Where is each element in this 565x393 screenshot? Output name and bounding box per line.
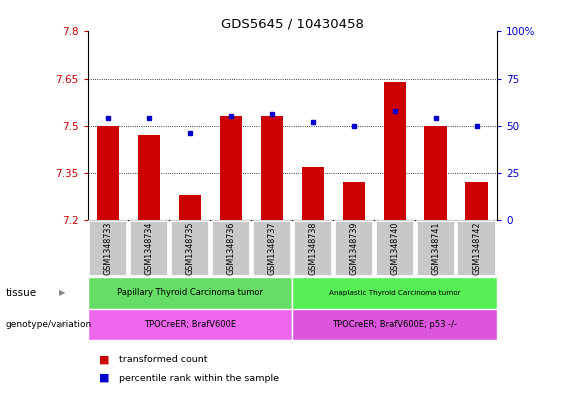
FancyBboxPatch shape [294, 220, 332, 277]
Text: ▶: ▶ [59, 288, 66, 297]
FancyBboxPatch shape [89, 220, 127, 277]
FancyBboxPatch shape [416, 220, 455, 277]
Text: GSM1348735: GSM1348735 [185, 222, 194, 275]
Text: genotype/variation: genotype/variation [6, 320, 92, 329]
FancyBboxPatch shape [130, 220, 168, 277]
Text: TPOCreER; BrafV600E; p53 -/-: TPOCreER; BrafV600E; p53 -/- [332, 320, 457, 329]
Text: GSM1348738: GSM1348738 [308, 222, 318, 275]
Text: Papillary Thyroid Carcinoma tumor: Papillary Thyroid Carcinoma tumor [117, 288, 263, 297]
FancyBboxPatch shape [212, 220, 250, 277]
Text: GSM1348741: GSM1348741 [431, 222, 440, 275]
Text: Anaplastic Thyroid Carcinoma tumor: Anaplastic Thyroid Carcinoma tumor [329, 290, 460, 296]
Text: GSM1348733: GSM1348733 [103, 222, 112, 275]
Title: GDS5645 / 10430458: GDS5645 / 10430458 [221, 17, 364, 30]
Text: GSM1348740: GSM1348740 [390, 222, 399, 275]
Bar [220, 116, 242, 220]
FancyBboxPatch shape [458, 220, 496, 277]
FancyBboxPatch shape [376, 220, 414, 277]
Bar [260, 116, 283, 220]
Text: TPOCreER; BrafV600E: TPOCreER; BrafV600E [144, 320, 236, 329]
FancyBboxPatch shape [334, 220, 373, 277]
Bar [302, 167, 324, 220]
Text: transformed count: transformed count [119, 355, 207, 364]
Text: percentile rank within the sample: percentile rank within the sample [119, 374, 279, 382]
Bar [88, 309, 293, 340]
Bar [342, 182, 365, 220]
Bar [293, 309, 497, 340]
Text: GSM1348737: GSM1348737 [267, 222, 276, 275]
Bar [179, 195, 201, 220]
Bar [466, 182, 488, 220]
Text: GSM1348734: GSM1348734 [145, 222, 154, 275]
Bar [293, 277, 497, 309]
Bar [97, 126, 119, 220]
Bar [384, 82, 406, 220]
Text: ■: ■ [99, 373, 110, 383]
Bar [138, 135, 160, 220]
Bar [88, 277, 293, 309]
Bar [424, 126, 447, 220]
Text: tissue: tissue [6, 288, 37, 298]
FancyBboxPatch shape [253, 220, 291, 277]
Text: GSM1348736: GSM1348736 [227, 222, 236, 275]
Text: ■: ■ [99, 354, 110, 365]
Text: GSM1348742: GSM1348742 [472, 222, 481, 275]
Text: ▶: ▶ [59, 320, 66, 329]
FancyBboxPatch shape [171, 220, 209, 277]
Text: GSM1348739: GSM1348739 [349, 222, 358, 275]
